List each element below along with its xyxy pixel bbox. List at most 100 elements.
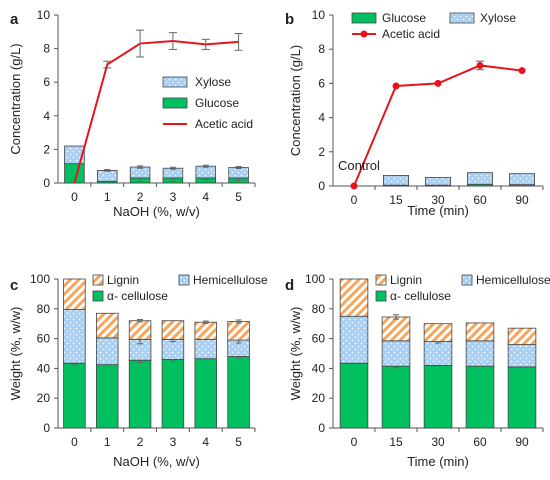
line-acetic-acid xyxy=(73,40,239,184)
x-tick-label: 1 xyxy=(104,435,111,449)
x-tick-label: 60 xyxy=(473,193,487,207)
legend-label: Lignin xyxy=(390,273,422,287)
x-axis-title: NaOH (%, w/v) xyxy=(113,454,200,469)
x-tick-label: 30 xyxy=(431,193,445,207)
acetic-acid-point xyxy=(350,182,358,190)
chart-panel-c: 0 20 40 60 80 100 0 1 2 3 4 5 NaOH (%, w/v) Weight (%… xyxy=(8,272,268,469)
legend-swatch-xylose xyxy=(449,12,475,24)
y-tick-label: 100 xyxy=(305,272,325,286)
x-tick-label: 3 xyxy=(170,190,177,204)
bar-cellulose xyxy=(194,358,217,429)
bar-xylose xyxy=(424,177,451,186)
bar-xylose xyxy=(64,145,85,165)
x-tick-label: 30 xyxy=(431,435,445,449)
y-tick-label: 0 xyxy=(43,421,50,435)
legend-label: Glucose xyxy=(195,96,239,110)
y-tick-label: 0 xyxy=(43,176,50,190)
bar-hemicellulose xyxy=(194,338,217,360)
y-tick-label: 6 xyxy=(318,76,325,90)
x-axis-title: Time (min) xyxy=(407,203,469,218)
x-tick-label: 3 xyxy=(170,435,177,449)
legend-label: Hemicellulose xyxy=(476,273,550,287)
x-tick-label: 0 xyxy=(351,435,358,449)
bar-lignin xyxy=(227,321,250,341)
panel-label: b xyxy=(285,11,294,28)
legend-swatch-cellulose xyxy=(92,290,104,302)
legend-label: Hemicellulose xyxy=(193,273,268,287)
x-axis-title: Time (min) xyxy=(407,454,469,469)
x-tick-label: 15 xyxy=(389,193,403,207)
bar-xylose xyxy=(195,165,216,179)
bar-xylose xyxy=(382,174,409,186)
bar-lignin xyxy=(128,320,152,340)
legend-swatch-lignin xyxy=(92,274,104,286)
y-tick-label: 20 xyxy=(312,391,326,405)
y-tick-label: 40 xyxy=(37,361,51,375)
y-tick-label: 8 xyxy=(43,42,50,56)
bar-hemicellulose xyxy=(381,340,411,367)
legend-swatch-lignin xyxy=(375,274,387,286)
chart-panel-a: 0 2 4 6 8 10 0 1 2 3 4 5 NaOH (%, w/v) Concentration … xyxy=(8,8,256,219)
bar-hemicellulose xyxy=(423,341,453,366)
legend: Lignin Hemicellulose α- cellulose xyxy=(92,273,268,303)
y-tick-label: 10 xyxy=(312,8,326,22)
y-tick-label: 2 xyxy=(43,142,50,156)
bar-lignin xyxy=(507,327,537,345)
bar-hemicellulose xyxy=(339,315,369,364)
bar-xylose xyxy=(228,167,249,179)
chart-panel-d: 0 20 40 60 80 100 0 15 30 60 90 Time (min) Weight (%… xyxy=(285,272,550,469)
bar-cellulose xyxy=(423,365,453,429)
legend-label: Xylose xyxy=(480,11,516,25)
bar-cellulose xyxy=(507,366,537,429)
y-tick-label: 4 xyxy=(43,109,50,123)
y-axis-title: Weight (%, w/w) xyxy=(8,307,23,401)
panel-label: a xyxy=(10,11,19,28)
y-tick-label: 0 xyxy=(318,179,325,193)
y-tick-label: 80 xyxy=(37,302,51,316)
acetic-acid-point xyxy=(392,82,400,90)
acetic-acid-point xyxy=(434,79,442,87)
control-annotation: Control xyxy=(338,158,380,173)
bar-hemicellulose xyxy=(507,344,537,368)
bar-xylose xyxy=(466,172,493,185)
y-axis-title: Concentration (g/L) xyxy=(8,43,23,154)
y-tick-label: 100 xyxy=(30,272,50,286)
legend-marker xyxy=(360,30,368,38)
bar-cellulose xyxy=(128,359,152,429)
bar-lignin xyxy=(465,322,495,342)
bar-hemicellulose xyxy=(465,340,495,367)
y-tick-label: 60 xyxy=(312,332,326,346)
y-tick-label: 2 xyxy=(318,145,325,159)
legend-label: Glucose xyxy=(382,11,426,25)
x-tick-label: 4 xyxy=(202,190,209,204)
legend-swatch-hemicellulose xyxy=(461,274,473,286)
x-tick-label: 1 xyxy=(104,190,111,204)
bar-cellulose xyxy=(96,364,119,429)
legend-swatch-glucose xyxy=(162,97,188,109)
legend-label: α- cellulose xyxy=(107,289,168,303)
legend: Xylose Glucose Acetic acid xyxy=(162,75,253,131)
y-tick-label: 10 xyxy=(37,8,51,22)
x-tick-label: 4 xyxy=(202,435,209,449)
legend: Glucose Xylose Acetic acid xyxy=(351,11,516,41)
bar-hemicellulose xyxy=(161,338,185,360)
x-axis-title: NaOH (%, w/v) xyxy=(113,204,200,219)
y-axis-title: Concentration (g/L) xyxy=(288,45,303,156)
bar-lignin xyxy=(381,316,411,342)
bar-cellulose xyxy=(381,365,411,429)
bar-lignin xyxy=(63,278,86,310)
y-tick-label: 80 xyxy=(312,302,326,316)
legend-label: α- cellulose xyxy=(390,289,451,303)
legend-swatch-hemicellulose xyxy=(178,274,190,286)
y-tick-label: 8 xyxy=(318,42,325,56)
legend-label: Acetic acid xyxy=(382,27,440,41)
bar-cellulose xyxy=(465,365,495,429)
x-tick-label: 0 xyxy=(351,193,358,207)
y-tick-label: 4 xyxy=(318,111,325,125)
bar-cellulose xyxy=(227,356,250,429)
bar-lignin xyxy=(96,312,119,339)
x-tick-label: 5 xyxy=(235,190,242,204)
bar-xylose xyxy=(508,173,535,186)
x-tick-label: 90 xyxy=(515,435,529,449)
